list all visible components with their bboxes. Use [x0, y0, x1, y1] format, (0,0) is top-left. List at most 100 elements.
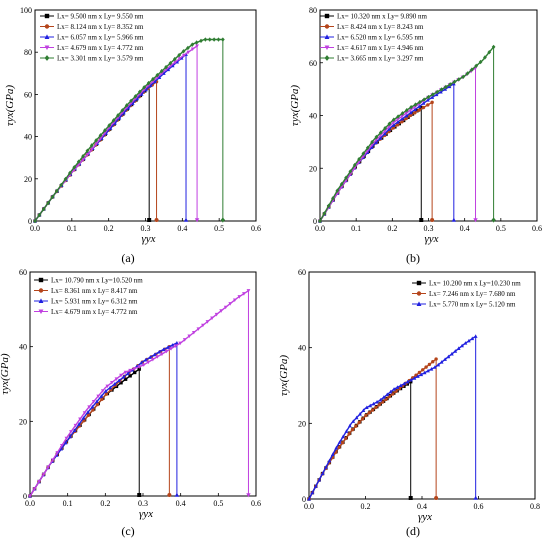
data-point — [439, 87, 444, 92]
plot-frame — [319, 9, 538, 222]
x-tick-label: 0.0 — [25, 499, 35, 508]
data-point — [348, 169, 353, 174]
data-point — [364, 413, 368, 418]
y-tick-label: 0 — [302, 495, 306, 504]
x-axis-label: γyx — [139, 508, 153, 520]
data-point — [201, 323, 205, 328]
data-point — [361, 408, 366, 412]
y-tick-label: 40 — [24, 133, 32, 142]
data-point — [89, 143, 94, 148]
data-point — [421, 105, 426, 110]
series — [33, 44, 200, 224]
data-point — [337, 445, 341, 450]
data-point — [412, 376, 417, 380]
series — [33, 37, 226, 224]
data-point — [33, 218, 37, 224]
legend-marker — [416, 301, 422, 306]
data-point — [72, 165, 77, 170]
legend-entry: Lx= 4.617 nm x Ly= 4.946 nm — [337, 44, 424, 52]
data-point — [129, 98, 133, 104]
data-point — [324, 465, 328, 469]
data-point — [402, 381, 407, 386]
data-point — [378, 130, 383, 135]
data-point — [110, 380, 114, 385]
data-point — [431, 360, 435, 364]
x-tick-label: 0.5 — [214, 224, 224, 233]
data-point — [452, 79, 457, 85]
data-point — [73, 423, 78, 428]
legend-marker — [44, 45, 50, 51]
series-line — [319, 67, 476, 222]
data-point — [463, 341, 468, 345]
data-point — [392, 387, 396, 391]
x-tick-label: 0.4 — [417, 502, 427, 511]
data-point — [467, 338, 471, 343]
y-axis-label: τyx(GPa) — [0, 353, 11, 395]
data-point — [391, 121, 396, 125]
data-point — [374, 405, 378, 410]
data-point — [108, 385, 112, 390]
data-point — [146, 80, 151, 86]
data-point — [90, 147, 94, 152]
series — [28, 340, 180, 498]
data-point — [483, 55, 487, 60]
series — [28, 344, 172, 498]
data-point — [114, 377, 119, 381]
data-point — [103, 389, 108, 393]
data-point — [96, 394, 101, 399]
series-line — [29, 346, 170, 497]
data-point — [326, 203, 331, 209]
data-point — [347, 432, 351, 436]
data-point — [146, 360, 151, 365]
legend-marker — [44, 55, 50, 61]
data-point — [157, 75, 162, 80]
data-point — [387, 125, 391, 129]
data-point — [414, 373, 418, 377]
data-point — [347, 423, 352, 428]
data-point — [148, 83, 153, 88]
data-point — [59, 182, 64, 188]
data-point — [207, 37, 212, 42]
legend-marker — [38, 309, 44, 315]
data-point — [409, 377, 413, 382]
data-point — [307, 496, 311, 501]
data-point — [91, 408, 95, 412]
data-point — [141, 363, 146, 367]
data-point — [470, 67, 474, 72]
data-point — [77, 422, 81, 426]
data-point — [111, 118, 116, 123]
data-point — [404, 111, 409, 116]
series-line — [34, 45, 198, 222]
data-point — [54, 188, 59, 194]
x-tick-label: 0.1 — [63, 499, 73, 508]
x-axis-label: γyx — [418, 511, 432, 523]
x-tick-label: 0.5 — [213, 499, 223, 508]
y-axis-label: τyx(GPa) — [4, 85, 16, 127]
y-tick-label: 0 — [23, 492, 27, 501]
x-tick-label: 0.6 — [474, 502, 484, 511]
data-point — [137, 89, 142, 94]
data-point — [313, 484, 318, 488]
series-line — [319, 101, 433, 222]
data-point — [160, 352, 164, 357]
data-point — [161, 347, 166, 352]
x-tick-label: 0.5 — [496, 224, 506, 233]
data-point — [435, 89, 440, 95]
data-point — [421, 368, 425, 372]
legend-entry: Lx= 10.790 nm x Ly=10.520 nm — [51, 277, 143, 285]
data-point — [242, 292, 246, 296]
data-point — [404, 108, 409, 113]
data-point — [430, 92, 435, 97]
data-point — [470, 336, 475, 341]
fracture-point — [473, 218, 478, 223]
data-point — [112, 382, 117, 386]
data-point — [426, 98, 430, 102]
fracture-point — [174, 492, 180, 497]
data-point — [128, 374, 132, 378]
data-point — [133, 94, 138, 99]
data-point — [76, 159, 81, 164]
data-point — [395, 120, 400, 124]
data-point — [153, 79, 157, 84]
series — [33, 80, 159, 223]
y-tick-label: 20 — [24, 175, 32, 184]
